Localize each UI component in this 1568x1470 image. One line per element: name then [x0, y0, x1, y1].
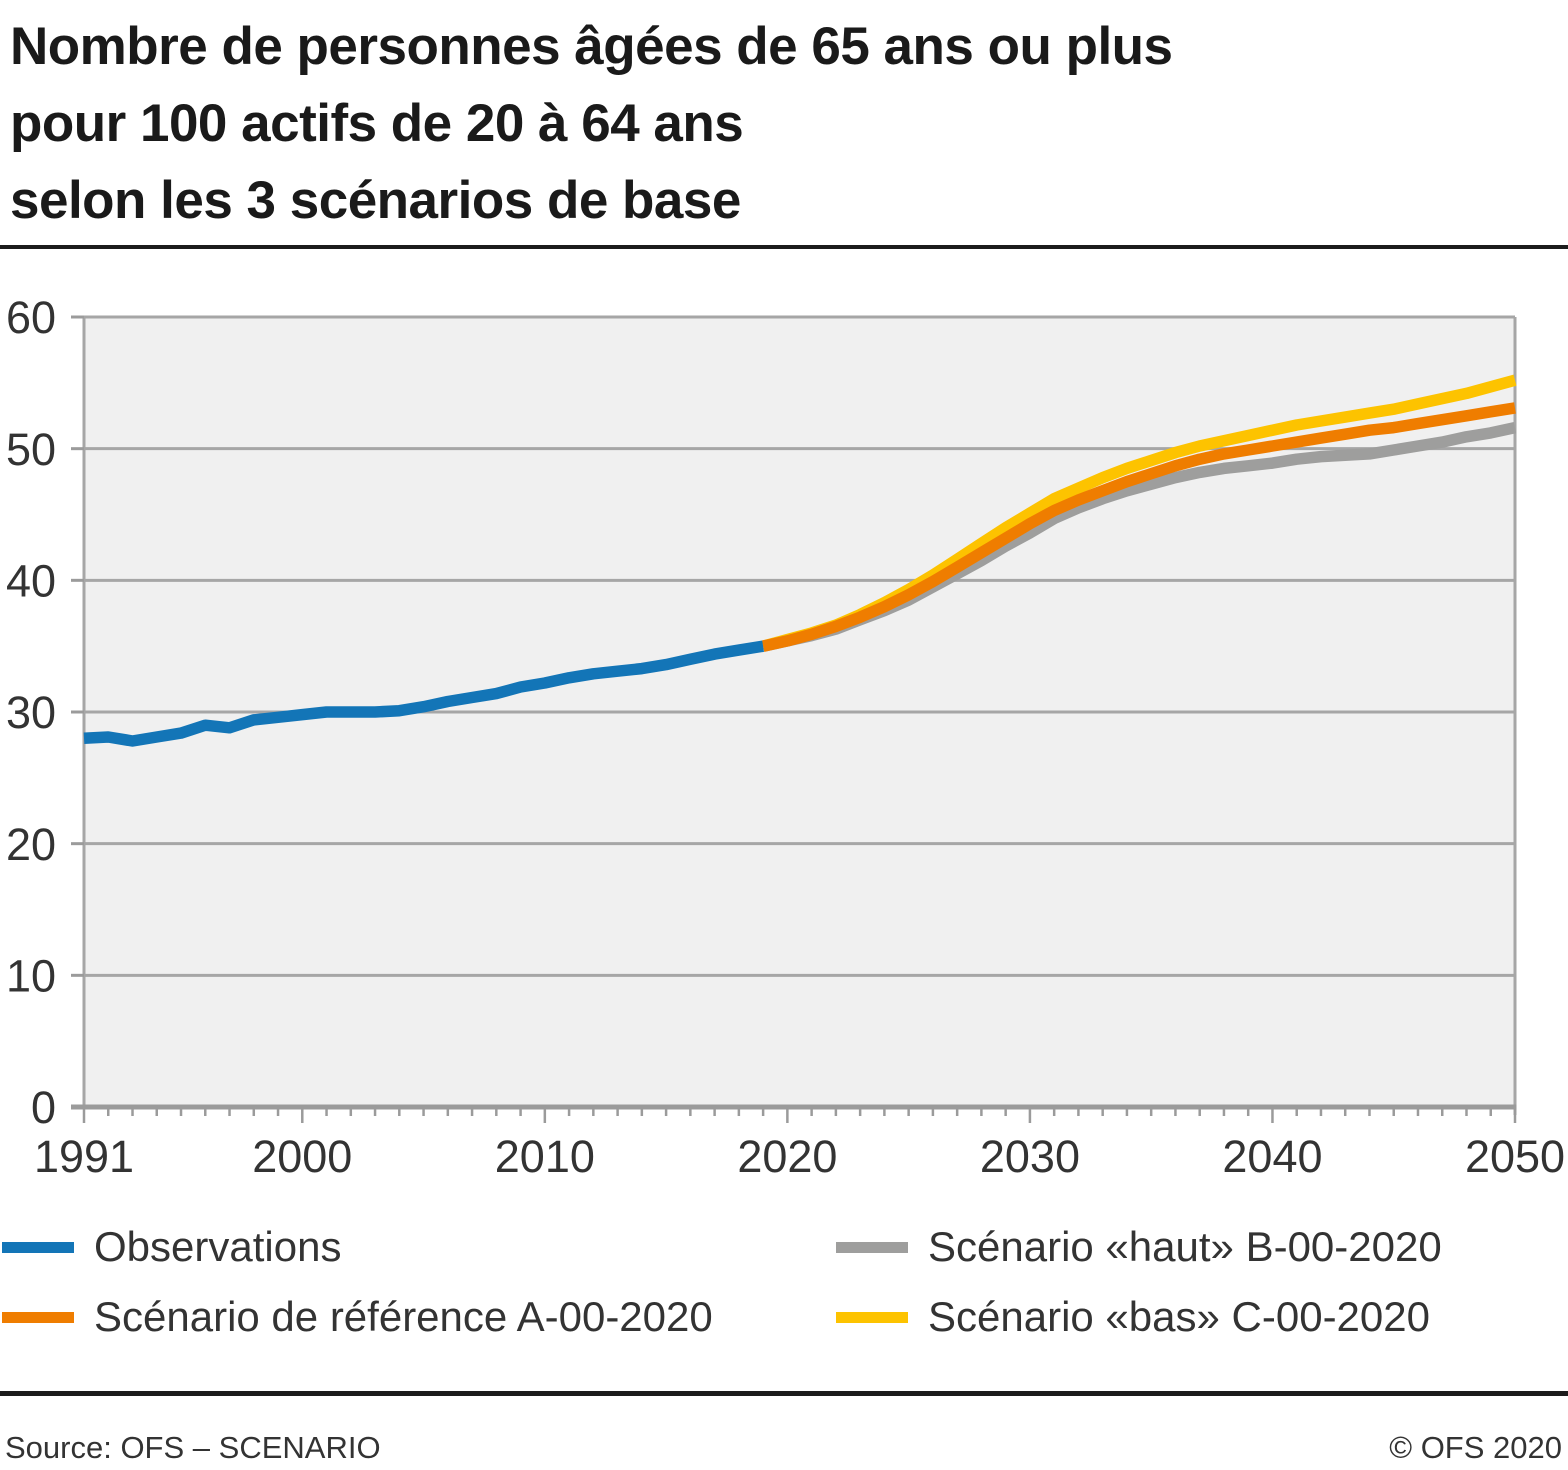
legend-swatch-observations [2, 1241, 74, 1253]
y-tick-label: 60 [6, 292, 56, 343]
legend-item-reference: Scénario de référence A-00-2020 [2, 1291, 713, 1343]
legend-swatch-haut [836, 1241, 908, 1253]
series-line-observations [83, 640, 765, 747]
page-title-line-3: selon les 3 scénarios de base [10, 171, 741, 230]
x-tick-label: 2040 [1222, 1131, 1322, 1182]
y-tick-label: 30 [6, 687, 56, 738]
y-tick-label: 40 [6, 556, 56, 607]
series-line-reference [761, 402, 1516, 652]
x-tick-label: 2000 [252, 1131, 352, 1182]
legend-item-haut: Scénario «haut» B-00-2020 [836, 1221, 1442, 1273]
legend-swatch-bas [836, 1311, 908, 1323]
y-axis: 0 10 20 30 40 50 60 [6, 292, 84, 1133]
title-divider [0, 245, 1568, 249]
x-tick-label: 1991 [34, 1131, 134, 1182]
legend-label-bas: Scénario «bas» C-00-2020 [928, 1293, 1430, 1340]
chart-legend: Observations Scénario de référence A-00-… [0, 1223, 1568, 1360]
page-title-line-1: Nombre de personnes âgées de 65 ans ou p… [10, 17, 1173, 76]
copyright-note: © OFS 2020 [1389, 1430, 1562, 1465]
x-tick-label: 2010 [495, 1131, 595, 1182]
y-tick-label: 10 [6, 951, 56, 1002]
x-tick-label: 2020 [737, 1131, 837, 1182]
footer: Source: OFS – SCENARIO © OFS 2020 [0, 1430, 1568, 1470]
page-title-line-2: pour 100 actifs de 20 à 64 ans [10, 94, 744, 153]
legend-label-haut: Scénario «haut» B-00-2020 [928, 1223, 1442, 1270]
y-tick-label: 20 [6, 819, 56, 870]
x-tick-label: 2030 [980, 1131, 1080, 1182]
legend-swatch-reference [2, 1311, 74, 1323]
legend-item-bas: Scénario «bas» C-00-2020 [836, 1291, 1430, 1343]
page-title: Nombre de personnes âgées de 65 ans ou p… [10, 8, 1550, 239]
legend-label-reference: Scénario de référence A-00-2020 [94, 1293, 713, 1340]
legend-label-observations: Observations [94, 1223, 342, 1270]
y-tick-label: 50 [6, 424, 56, 475]
y-tick-label: 0 [31, 1082, 56, 1133]
footer-divider [0, 1391, 1568, 1396]
legend-item-observations: Observations [2, 1221, 341, 1273]
chart-area: 0 10 20 30 40 50 60 1991 2000 2010 2020 2030 2040 205… [0, 260, 1568, 1200]
x-tick-label: 2050 [1465, 1131, 1565, 1182]
source-note: Source: OFS – SCENARIO [5, 1430, 381, 1465]
x-axis: 1991 2000 2010 2020 2030 2040 2050 [34, 1109, 1565, 1182]
